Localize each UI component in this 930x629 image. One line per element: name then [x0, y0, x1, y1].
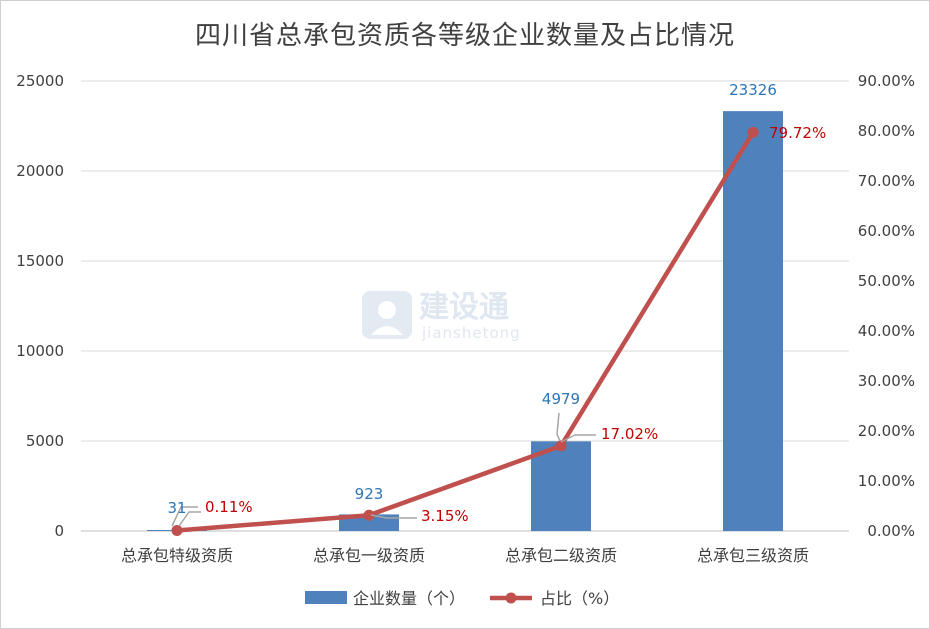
watermark-body-icon: [371, 326, 403, 335]
legend-bar-swatch: [305, 591, 347, 604]
line-point: [747, 126, 759, 138]
x-category-label: 总承包三级资质: [697, 546, 809, 565]
y-right-tick-label: 10.00%: [858, 472, 915, 490]
y-left-tick-label: 10000: [16, 342, 64, 360]
leader-line: [178, 511, 201, 527]
y-left-tick-label: 15000: [16, 252, 64, 270]
y-axis-left: 0 5000 10000 15000 20000 25000: [16, 72, 64, 540]
y-right-tick-label: 50.00%: [858, 272, 915, 290]
y-left-tick-label: 5000: [26, 432, 64, 450]
y-right-tick-label: 30.00%: [858, 372, 915, 390]
y-right-tick-label: 70.00%: [858, 172, 915, 190]
x-category-label: 总承包特级资质: [121, 546, 233, 565]
line-point: [171, 524, 183, 536]
chart-title: 四川省总承包资质各等级企业数量及占比情况: [194, 21, 735, 51]
gridlines: [81, 80, 849, 532]
data-labels: 31 923 4979 23326 0.11% 3.15% 17.02% 79.72%: [167, 81, 826, 527]
legend-line-label: 占比（%）: [540, 589, 619, 608]
watermark-text: 建设通: [419, 290, 509, 325]
leader-line: [370, 514, 417, 519]
bar: [723, 111, 783, 531]
watermark-head-icon: [378, 301, 396, 319]
bar-value-label: 4979: [542, 390, 580, 408]
y-left-tick-label: 25000: [16, 72, 64, 90]
y-right-tick-label: 40.00%: [858, 322, 915, 340]
y-right-tick-label: 20.00%: [858, 422, 915, 440]
line-path: [174, 130, 756, 533]
y-right-tick-label: 80.00%: [858, 122, 915, 140]
bar: [531, 441, 591, 531]
legend-bar-label: 企业数量（个）: [353, 589, 465, 608]
x-category-label: 总承包二级资质: [505, 546, 617, 565]
leader-line: [560, 434, 596, 443]
y-left-tick-label: 0: [54, 522, 64, 540]
watermark: 建设通 jianshetong: [362, 290, 521, 342]
line-value-label: 3.15%: [421, 507, 469, 525]
line-value-label: 79.72%: [769, 124, 826, 142]
x-category-label: 总承包一级资质: [313, 546, 425, 565]
leader-line: [556, 412, 561, 442]
watermark-subtext: jianshetong: [421, 324, 521, 342]
y-right-tick-label: 0.00%: [867, 522, 915, 540]
line-point: [363, 509, 375, 521]
y-left-tick-label: 20000: [16, 162, 64, 180]
line-value-label: 17.02%: [601, 425, 658, 443]
bar-value-label: 923: [355, 485, 384, 503]
y-axis-right: 0.00% 10.00% 20.00% 30.00% 40.00% 50.00% 60.00…: [858, 72, 915, 540]
x-axis-categories: 总承包特级资质 总承包一级资质 总承包二级资质 总承包三级资质: [121, 546, 809, 565]
line-point: [555, 440, 567, 452]
legend-line-marker: [505, 592, 517, 604]
bar-value-label: 23326: [729, 81, 777, 99]
legend: 企业数量（个） 占比（%）: [305, 589, 619, 608]
line-series: [171, 126, 759, 536]
y-right-tick-label: 90.00%: [858, 72, 915, 90]
line-value-label: 0.11%: [205, 498, 253, 516]
leader-line: [171, 506, 198, 527]
y-right-tick-label: 60.00%: [858, 222, 915, 240]
bar-value-label: 31: [167, 499, 186, 517]
